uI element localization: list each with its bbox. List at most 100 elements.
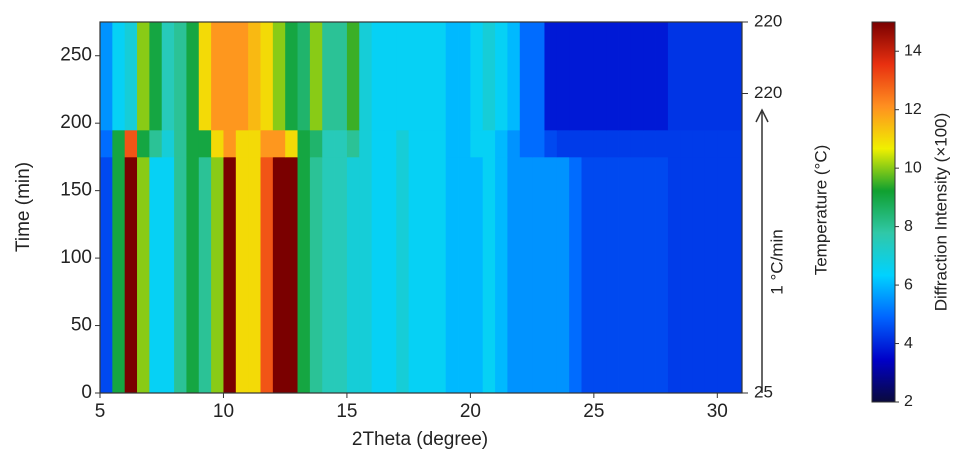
heatmap-cell bbox=[408, 129, 422, 158]
heatmap-cell bbox=[458, 156, 471, 394]
x-tick-label: 15 bbox=[336, 401, 357, 422]
colorbar-tick-label: 8 bbox=[904, 218, 913, 235]
heatmap-cell bbox=[680, 156, 694, 394]
heatmap-cell bbox=[137, 156, 150, 394]
colorbar-label: Diffraction Intensity (×100) bbox=[931, 113, 950, 312]
heatmap-cell bbox=[198, 156, 212, 394]
x-tick-label: 30 bbox=[707, 401, 728, 422]
heatmap-cell bbox=[519, 156, 533, 394]
heatmap-cell bbox=[174, 156, 187, 394]
heatmap-cell bbox=[704, 129, 718, 158]
heatmap-cell bbox=[297, 129, 311, 158]
heatmap-cell bbox=[618, 22, 632, 131]
heatmap-cell bbox=[198, 129, 212, 158]
heatmap-cell bbox=[322, 156, 335, 394]
heatmap-cell bbox=[334, 22, 348, 131]
heatmap-cell bbox=[112, 156, 126, 394]
heatmap-cell bbox=[112, 22, 126, 131]
heatmap-cell bbox=[581, 22, 595, 131]
heatmap-cell bbox=[643, 129, 656, 158]
heatmap-cell bbox=[680, 129, 694, 158]
heatmap-cell bbox=[383, 22, 397, 131]
heatmap-cell bbox=[717, 22, 731, 131]
heatmap-cell bbox=[346, 129, 360, 158]
y-tick-label: 150 bbox=[60, 180, 92, 201]
heatmap-cell bbox=[100, 22, 113, 131]
heatmap-cell bbox=[470, 22, 484, 131]
y2-axis-label: Temperature (°C) bbox=[811, 145, 830, 276]
heatmap-cell bbox=[630, 156, 644, 394]
heatmap-cell bbox=[421, 22, 434, 131]
heatmap-cell bbox=[334, 156, 348, 394]
heatmap-cell bbox=[371, 22, 385, 131]
heatmap-cell bbox=[507, 129, 521, 158]
heatmap-cell bbox=[161, 22, 175, 131]
heatmap-cell bbox=[421, 129, 434, 158]
colorbar-tick-label: 2 bbox=[904, 393, 913, 410]
heatmap-cell bbox=[235, 129, 249, 158]
y-axis-label: Time (min) bbox=[13, 162, 34, 252]
heatmap-cell bbox=[482, 129, 496, 158]
heatmap-cell bbox=[309, 22, 323, 131]
heatmap-cell bbox=[643, 156, 656, 394]
heatmap-cell bbox=[692, 156, 706, 394]
heatmap-cell bbox=[359, 129, 373, 158]
heatmap-cell bbox=[606, 22, 619, 131]
heatmap-cell bbox=[248, 22, 261, 131]
heatmap-cell bbox=[260, 22, 274, 131]
x-axis-label: 2Theta (degree) bbox=[352, 429, 488, 450]
heatmap-cell bbox=[371, 156, 385, 394]
y-tick-label: 0 bbox=[81, 382, 92, 403]
heatmap-cell bbox=[569, 129, 582, 158]
heatmap-cell bbox=[470, 129, 484, 158]
heatmap-cell bbox=[211, 129, 224, 158]
heatmap-cell bbox=[149, 22, 163, 131]
heatmap-cell bbox=[692, 22, 706, 131]
y-tick-label: 200 bbox=[60, 112, 92, 133]
heatmap-cell bbox=[495, 156, 508, 394]
heatmap-cell bbox=[408, 22, 422, 131]
heatmap-cell bbox=[383, 156, 397, 394]
heatmap-cell bbox=[137, 22, 150, 131]
heatmap-cell bbox=[532, 129, 545, 158]
heatmap-cell bbox=[630, 129, 644, 158]
heatmap-cell bbox=[667, 22, 681, 131]
heatmap-cell bbox=[322, 129, 335, 158]
heatmap-cell bbox=[704, 22, 718, 131]
heatmap-cell bbox=[260, 129, 274, 158]
heatmap-cell bbox=[593, 156, 607, 394]
arrow-head bbox=[755, 108, 769, 123]
heatmap-cell bbox=[519, 129, 533, 158]
heatmap-cell bbox=[174, 22, 187, 131]
heatmap-cell bbox=[519, 22, 533, 131]
heatmap-cell bbox=[717, 156, 731, 394]
heatmap-cell bbox=[149, 129, 163, 158]
heatmap bbox=[100, 22, 743, 394]
heatmap-cell bbox=[729, 129, 743, 158]
heatmap-cell bbox=[248, 129, 261, 158]
heatmap-cell bbox=[223, 129, 237, 158]
heatmap-cell bbox=[235, 156, 249, 394]
heatmap-cell bbox=[507, 156, 521, 394]
heatmap-cell bbox=[186, 22, 200, 131]
heatmap-cell bbox=[421, 156, 434, 394]
heatmap-cell bbox=[445, 156, 459, 394]
heatmap-cell bbox=[186, 129, 200, 158]
heatmap-cell bbox=[729, 156, 743, 394]
heatmap-cell bbox=[124, 129, 138, 158]
heatmap-cell bbox=[458, 129, 471, 158]
heatmap-cell bbox=[285, 129, 298, 158]
heatmap-cell bbox=[322, 22, 335, 131]
y-tick-label: 100 bbox=[60, 247, 92, 268]
heatmap-cell bbox=[667, 156, 681, 394]
heatmap-cell bbox=[556, 156, 570, 394]
heatmap-cell bbox=[174, 129, 187, 158]
heatmap-cell bbox=[544, 129, 558, 158]
heatmap-cell bbox=[569, 156, 582, 394]
heatmap-cell bbox=[618, 156, 632, 394]
heatmap-cell bbox=[260, 156, 274, 394]
heatmap-cell bbox=[704, 156, 718, 394]
heatmap-cell bbox=[100, 156, 113, 394]
heatmap-cell bbox=[667, 129, 681, 158]
